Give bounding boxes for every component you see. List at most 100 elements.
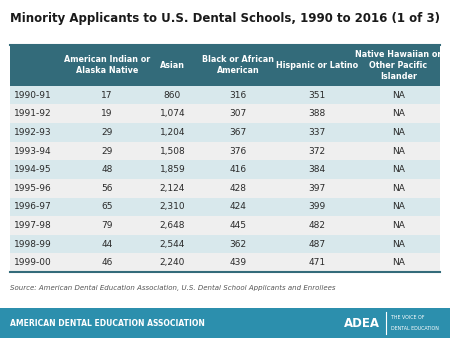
Bar [199, 123, 278, 142]
Text: NA: NA [392, 128, 405, 137]
Bar [68, 86, 146, 104]
Bar [146, 86, 199, 104]
Text: 1996-97: 1996-97 [14, 202, 51, 211]
Bar [68, 235, 146, 254]
Bar [199, 235, 278, 254]
Text: 1991-92: 1991-92 [14, 109, 51, 118]
Bar [68, 216, 146, 235]
Text: 487: 487 [309, 240, 326, 249]
Text: NA: NA [392, 109, 405, 118]
Text: 2,124: 2,124 [160, 184, 185, 193]
Text: 1998-99: 1998-99 [14, 240, 51, 249]
Bar [356, 160, 440, 179]
Text: 1992-93: 1992-93 [14, 128, 51, 137]
Bar [146, 45, 199, 86]
Text: 1993-94: 1993-94 [14, 147, 51, 155]
Text: 17: 17 [101, 91, 112, 100]
Bar [146, 216, 199, 235]
Bar [68, 104, 146, 123]
Bar [68, 160, 146, 179]
Text: DENTAL EDUCATION: DENTAL EDUCATION [391, 326, 439, 331]
Text: 384: 384 [309, 165, 326, 174]
Bar [10, 104, 68, 123]
Bar [146, 235, 199, 254]
Bar [199, 198, 278, 216]
Text: 1,074: 1,074 [159, 109, 185, 118]
Text: 2,544: 2,544 [160, 240, 185, 249]
Text: 56: 56 [101, 184, 112, 193]
Bar [356, 216, 440, 235]
Bar [278, 235, 356, 254]
Text: NA: NA [392, 184, 405, 193]
Text: 397: 397 [308, 184, 326, 193]
Text: 416: 416 [230, 165, 247, 174]
Text: NA: NA [392, 147, 405, 155]
Text: 482: 482 [309, 221, 325, 230]
Bar [10, 45, 68, 86]
Bar [356, 142, 440, 160]
Text: 29: 29 [101, 147, 112, 155]
Bar [68, 123, 146, 142]
Text: 367: 367 [230, 128, 247, 137]
Bar [356, 235, 440, 254]
Bar [278, 45, 356, 86]
Text: Native Hawaiian or
Other Pacific
Islander: Native Hawaiian or Other Pacific Islande… [355, 50, 441, 81]
Text: NA: NA [392, 91, 405, 100]
Bar [199, 216, 278, 235]
Bar [0, 308, 450, 338]
Text: 376: 376 [230, 147, 247, 155]
Text: 1999-00: 1999-00 [14, 258, 51, 267]
Bar [278, 179, 356, 198]
Bar [356, 86, 440, 104]
Text: 860: 860 [164, 91, 181, 100]
Bar [278, 123, 356, 142]
Text: 471: 471 [309, 258, 326, 267]
Text: AMERICAN DENTAL EDUCATION ASSOCIATION: AMERICAN DENTAL EDUCATION ASSOCIATION [10, 319, 205, 328]
Bar [278, 216, 356, 235]
Text: 48: 48 [101, 165, 112, 174]
Bar [146, 142, 199, 160]
Text: 2,310: 2,310 [159, 202, 185, 211]
Text: 1994-95: 1994-95 [14, 165, 51, 174]
Bar [146, 198, 199, 216]
Text: 372: 372 [309, 147, 326, 155]
Text: 2,240: 2,240 [160, 258, 185, 267]
Bar [10, 86, 68, 104]
Bar [199, 179, 278, 198]
Bar [356, 198, 440, 216]
Bar [356, 179, 440, 198]
Bar [10, 142, 68, 160]
Text: 1997-98: 1997-98 [14, 221, 51, 230]
Bar [199, 254, 278, 272]
Bar [68, 198, 146, 216]
Bar [10, 198, 68, 216]
Text: 351: 351 [308, 91, 326, 100]
Bar [278, 198, 356, 216]
Text: THE VOICE OF: THE VOICE OF [391, 315, 424, 320]
Text: 2,648: 2,648 [160, 221, 185, 230]
Bar [68, 142, 146, 160]
Bar [199, 45, 278, 86]
Bar [10, 235, 68, 254]
Text: Asian: Asian [160, 61, 185, 70]
Text: NA: NA [392, 221, 405, 230]
Bar [146, 160, 199, 179]
Bar [356, 123, 440, 142]
Bar [199, 86, 278, 104]
Text: 19: 19 [101, 109, 112, 118]
Bar [146, 179, 199, 198]
Bar [10, 123, 68, 142]
Bar [278, 254, 356, 272]
Bar [356, 104, 440, 123]
Text: 424: 424 [230, 202, 247, 211]
Bar [146, 104, 199, 123]
Bar [68, 179, 146, 198]
Text: NA: NA [392, 202, 405, 211]
Text: Black or African
American: Black or African American [202, 55, 274, 75]
Text: 399: 399 [308, 202, 326, 211]
Bar [68, 45, 146, 86]
Bar [356, 45, 440, 86]
Text: 439: 439 [230, 258, 247, 267]
Text: Source: American Dental Education Association, U.S. Dental School Applicants and: Source: American Dental Education Associ… [10, 285, 335, 291]
Text: NA: NA [392, 165, 405, 174]
